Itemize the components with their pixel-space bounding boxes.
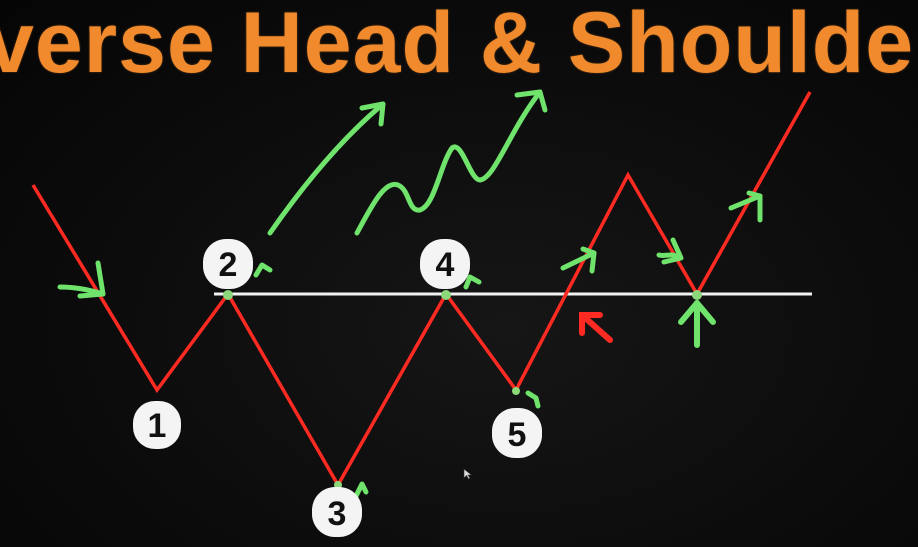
svg-text:4: 4 (436, 246, 455, 284)
trend-up-arrow (267, 101, 386, 236)
svg-text:5: 5 (508, 416, 527, 454)
pivot-dot-4 (441, 290, 451, 300)
tick-3 (353, 481, 369, 499)
point-label-2: 2 (203, 239, 253, 289)
annotations (57, 89, 763, 499)
pivot-dots (223, 290, 702, 489)
pivot-dot-breakout (692, 290, 702, 300)
continuation-arrow (728, 193, 763, 211)
svg-text:2: 2 (219, 246, 238, 284)
pivot-dot-5 (512, 387, 520, 395)
svg-text:3: 3 (328, 495, 347, 533)
tick-4 (463, 274, 482, 290)
tick-5 (525, 390, 541, 409)
zigzag-up-arrow (354, 89, 543, 236)
breakout-arrow-1 (560, 250, 597, 271)
pointer-icon (463, 468, 473, 480)
point-label-1: 1 (133, 401, 181, 449)
point-label-3: 3 (312, 487, 362, 537)
slide-title: verse Head & Shoulders (0, 0, 918, 91)
point-label-4: 4 (420, 239, 470, 289)
svg-text:1: 1 (148, 407, 167, 445)
pivot-dot-2 (223, 290, 233, 300)
breakout-pointer-icon (579, 312, 613, 343)
point-label-5: 5 (492, 408, 542, 458)
tick-2 (253, 262, 273, 278)
